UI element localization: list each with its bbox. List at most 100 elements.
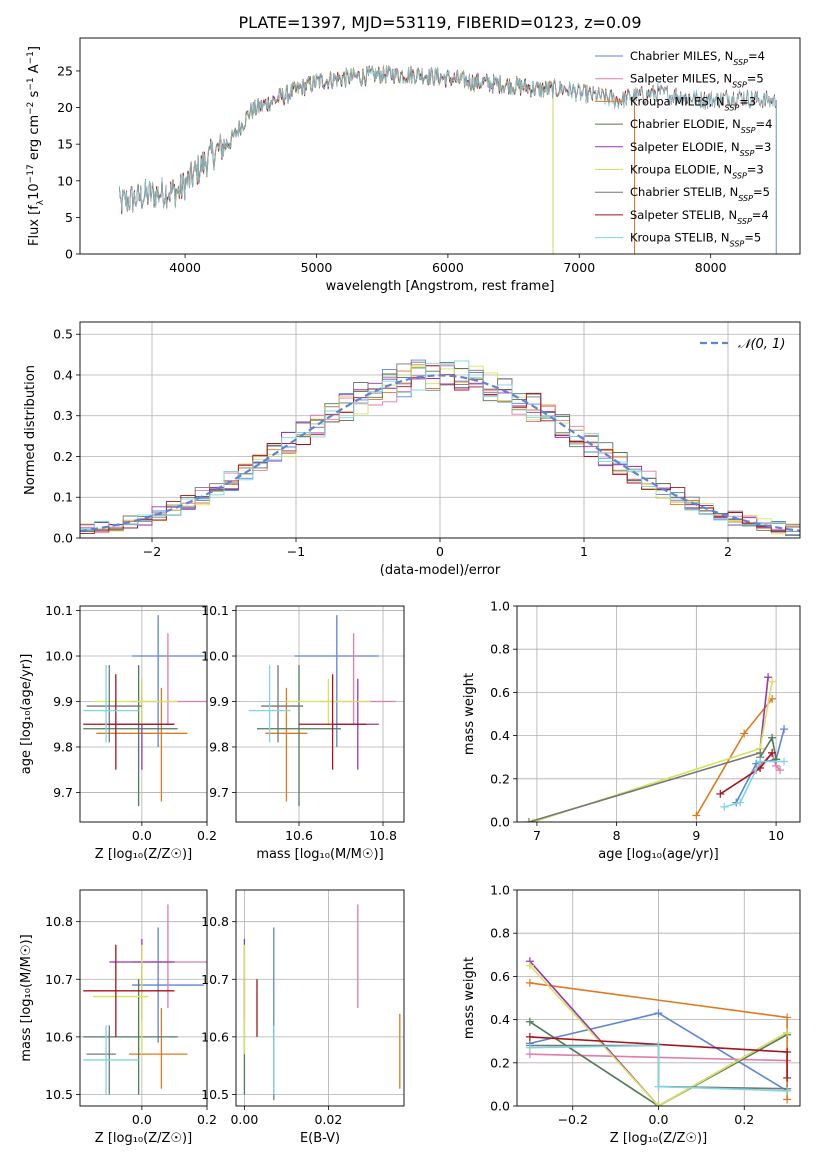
y-tick-label: 0.4 [490, 1012, 510, 1027]
legend-name: Chabrier MILES, N [630, 49, 733, 63]
x-axis-label: mass [log₁₀(M/M☉)] [256, 847, 383, 862]
x-tick-label: −2 [143, 544, 161, 559]
axes-frame [516, 605, 801, 823]
weight-marker [736, 798, 745, 807]
legend-subscript: SSP [740, 148, 755, 157]
weight-marker [525, 1017, 534, 1026]
y-tick-label: 9.9 [53, 694, 73, 709]
y-tick-label: 9.8 [53, 739, 73, 754]
x-tick-label: 0.2 [197, 828, 217, 843]
x-tick-label: 0.00 [230, 1112, 258, 1127]
weight-marker [524, 818, 533, 822]
weight-marker [740, 729, 749, 738]
legend-entry: Chabrier STELIB, NSSP=5 [630, 185, 770, 203]
legend-name: Kroupa ELODIE, N [630, 163, 732, 177]
y-tick-label: 0 [65, 247, 73, 262]
legend-name: Salpeter MILES, N [630, 72, 732, 86]
y-tick-label: 10.0 [201, 649, 229, 664]
y-tick-label: 25 [57, 63, 73, 78]
y-axis-label: mass weight [462, 957, 477, 1039]
spectrum-line [171, 64, 554, 206]
y-axis-label: mass weight [462, 673, 477, 755]
y-tick-label: 10.8 [45, 914, 73, 929]
legend-subscript: SSP [737, 216, 752, 225]
axes-frame [79, 321, 801, 539]
y-tick-label: 10.1 [201, 603, 229, 618]
legend-entry: Chabrier MILES, NSSP=4 [630, 49, 765, 67]
legend-count: =5 [747, 72, 764, 86]
legend-count: =5 [744, 231, 761, 245]
axes-frame [235, 889, 405, 1107]
x-tick-label: 0.0 [649, 1112, 669, 1127]
axes-frame [79, 889, 208, 1107]
legend-subscript: SSP [732, 171, 747, 180]
y-tick-label: 10.8 [201, 914, 229, 929]
y-tick-label: 10.6 [45, 1029, 73, 1044]
x-axis-label: Z [log₁₀(Z/Z☉)] [95, 847, 192, 862]
y-tick-label: 0.0 [53, 531, 73, 546]
legend-count: =4 [756, 117, 773, 131]
x-tick-label: 0.0 [132, 1112, 152, 1127]
weight-marker [692, 811, 701, 820]
weight-marker [654, 1009, 663, 1018]
x-axis-label: wavelength [Angstrom, rest frame] [326, 279, 555, 294]
y-tick-label: 20 [57, 100, 73, 115]
y-tick-label: 9.7 [209, 785, 229, 800]
spectrum-line [119, 66, 777, 212]
y-tick-label: 0.4 [490, 728, 510, 743]
legend-count: =4 [748, 49, 765, 63]
plot-area [80, 890, 207, 1106]
legend-count: =3 [754, 140, 771, 154]
x-tick-label: 0.2 [734, 1112, 754, 1127]
x-tick-label: 9 [692, 828, 700, 843]
legend-entry: Kroupa ELODIE, NSSP=3 [630, 163, 764, 181]
weight-line [528, 752, 761, 822]
plot-area [80, 606, 207, 822]
spectrum-line [171, 65, 554, 207]
panel-mass_vs_Z: 0.0 0.2 10.5 10.6 10.7 10.8 Z [log₁₀(Z/Z☉)] mas… [19, 889, 217, 1146]
legend-subscript: SSP [732, 80, 747, 89]
panel-weight_vs_Z: −0.2 0.0 0.2 0.0 0.2 0.4 0.6 0.8 1.0 Z [log₁₀(Z/Z… [462, 883, 801, 1146]
legend-subscript: SSP [741, 126, 756, 135]
plot-area [236, 890, 404, 1106]
x-tick-label: 7000 [563, 260, 595, 275]
weight-marker [525, 1043, 534, 1052]
weight-marker [756, 757, 765, 766]
legend-entry: Salpeter MILES, NSSP=5 [630, 72, 764, 90]
weight-marker [716, 789, 725, 798]
plot-area [80, 322, 800, 538]
y-axis-label: Flux [fλ10−17 erg cm−2 s−1 A−1] [26, 46, 46, 246]
plot-area [236, 606, 404, 822]
x-tick-label: 10.6 [285, 828, 313, 843]
x-tick-label: 0.2 [197, 1112, 217, 1127]
y-axis-label-part: −1 [26, 51, 36, 64]
y-axis-label-part: −1 [26, 77, 36, 90]
y-axis-label: age [log₁₀(age/yr)] [19, 654, 34, 775]
legend-name: Salpeter STELIB, N [630, 208, 737, 222]
y-tick-label: 10.7 [45, 972, 73, 987]
panel-residuals: −2 −1 0 1 2 0.0 0.1 0.2 0.3 0.4 0.5 (data-model)/er… [23, 321, 801, 578]
weight-marker [783, 1048, 792, 1056]
legend-subscript: SSP [733, 58, 748, 67]
legend-count: =4 [752, 208, 769, 222]
legend-name: Chabrier ELODIE, N [630, 117, 741, 131]
y-tick-label: 0.6 [490, 969, 510, 984]
y-axis-label-part: 10 [27, 183, 42, 200]
x-tick-label: 0.02 [314, 1112, 342, 1127]
panel-spectrum: 4000 5000 6000 7000 8000 0 5 10 15 20 25 wavelength… [26, 37, 801, 294]
weight-marker [780, 757, 789, 766]
weight-marker [525, 1032, 534, 1041]
y-tick-label: 0.8 [490, 642, 510, 657]
legend-name: Chabrier STELIB, N [630, 185, 738, 199]
x-tick-label: 0 [436, 544, 444, 559]
weight-marker [783, 1073, 792, 1082]
x-axis-label: E(B-V) [300, 1131, 340, 1146]
x-tick-label: −1 [287, 544, 305, 559]
y-tick-label: 0.3 [53, 408, 73, 423]
y-tick-label: 10.5 [201, 1087, 229, 1102]
x-tick-label: 2 [724, 544, 732, 559]
x-axis-label: Z [log₁₀(Z/Z☉)] [610, 1131, 707, 1146]
weight-marker [768, 748, 777, 757]
plot-area [517, 890, 800, 1106]
axes-frame [235, 605, 405, 823]
